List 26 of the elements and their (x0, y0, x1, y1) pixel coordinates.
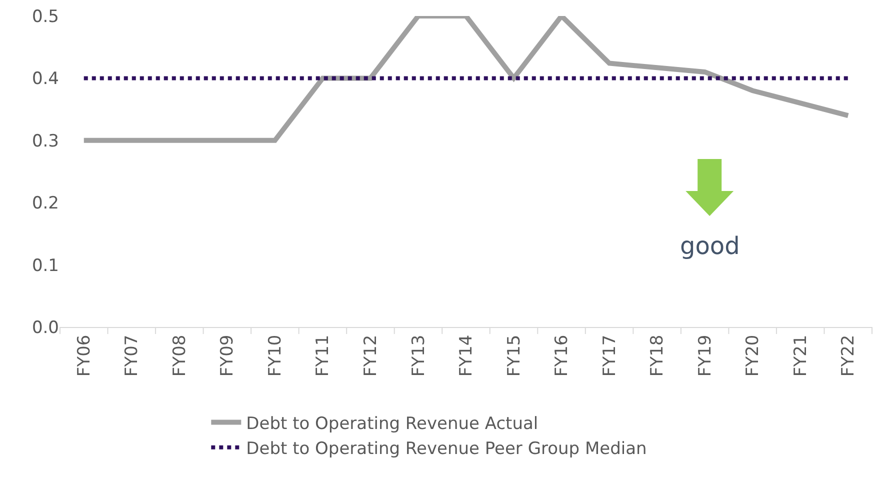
x-tick-label: FY19 (695, 334, 716, 377)
x-tick-label: FY20 (743, 334, 764, 377)
annotation: good (680, 232, 740, 260)
y-tick-label: 0.2 (32, 194, 59, 214)
x-tick-label: FY21 (790, 334, 811, 377)
x-tick-label: FY08 (170, 334, 190, 377)
y-tick-label: 0.0 (32, 318, 59, 338)
x-tick-label: FY16 (552, 334, 572, 377)
legend-label: Debt to Operating Revenue Peer Group Median (246, 439, 647, 460)
y-tick-label: 0.3 (32, 131, 59, 152)
x-tick-label: FY17 (600, 334, 620, 377)
x-tick-label: FY12 (360, 334, 381, 377)
x-tick-label: FY13 (408, 334, 429, 377)
y-tick-label: 0.4 (32, 69, 59, 90)
x-tick-label: FY10 (265, 334, 286, 377)
x-tick-label: FY22 (838, 334, 859, 377)
x-tick-label: FY18 (648, 334, 668, 377)
y-tick-label: 0.1 (32, 256, 59, 276)
x-tick-label: FY15 (504, 334, 524, 377)
x-tick-label: FY11 (313, 334, 334, 377)
y-tick-label: 0.5 (32, 6, 59, 27)
x-tick-label: FY14 (456, 334, 477, 377)
x-tick-label: FY09 (218, 334, 238, 377)
x-tick-label: FY07 (122, 334, 142, 377)
legend-label: Debt to Operating Revenue Actual (246, 414, 538, 434)
x-tick-label: FY06 (74, 334, 94, 377)
